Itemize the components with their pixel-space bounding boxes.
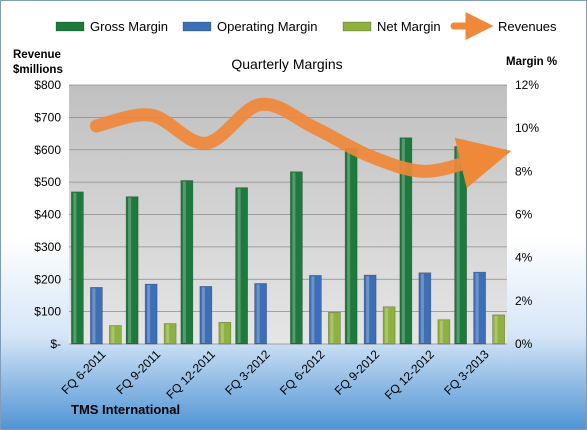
bar-operating-margin (473, 271, 486, 345)
bar-highlight (456, 147, 460, 343)
bar-highlight (73, 192, 77, 343)
right-axis-ticks: 0% 2% 4% 6% 8% 10% 12% (515, 78, 539, 351)
legend-label: Net Margin (377, 19, 441, 34)
bars (71, 137, 505, 345)
bar-highlight (256, 284, 260, 343)
right-tick-label: 4% (515, 251, 533, 265)
x-tick-label: FQ 12-2011 (163, 347, 218, 402)
left-tick-label: $800 (34, 78, 61, 92)
bar-net-margin (109, 325, 122, 345)
x-tick-label: FQ 9-2012 (332, 347, 383, 398)
left-tick-label: $200 (34, 272, 61, 286)
bar-highlight (182, 181, 186, 343)
bar-operating-margin (363, 274, 377, 345)
left-tick-label: $100 (34, 305, 61, 319)
bar-net-margin (218, 322, 232, 345)
legend-label: Operating Margin (217, 19, 317, 34)
right-tick-label: 6% (515, 208, 533, 222)
bar-highlight (366, 276, 370, 343)
bar-highlight (401, 138, 405, 343)
bar-highlight (166, 324, 170, 343)
bar-highlight (439, 320, 443, 343)
bar-operating-margin (90, 287, 103, 345)
x-tick-label: FQ 12-2012 (382, 347, 437, 402)
x-tick-label: FQ 9-2011 (113, 347, 163, 397)
revenue-line-path (89, 97, 512, 189)
company-label: TMS International (71, 402, 180, 417)
left-tick-label: $600 (34, 143, 61, 157)
bar-highlight (475, 273, 479, 343)
x-tick-label: FQ 3-2013 (441, 347, 492, 398)
bar-net-margin (492, 314, 505, 345)
bar-gross-margin (125, 196, 139, 345)
bar-gross-margin (290, 171, 303, 345)
legend: Gross Margin Operating Margin Net Margin Re… (55, 12, 557, 40)
bar-gross-margin (235, 187, 248, 345)
right-tick-label: 12% (515, 78, 539, 92)
chart-title: Quarterly Margins (231, 56, 342, 72)
bar-net-margin (382, 306, 396, 345)
bar-highlight (292, 172, 296, 343)
bar-highlight (237, 188, 241, 343)
bar-operating-margin (199, 286, 213, 345)
left-tick-label: $400 (34, 208, 61, 222)
bar-highlight (420, 273, 424, 343)
x-axis-ticks: FQ 6-2011 FQ 9-2011 FQ 12-2011 FQ 3-2012 FQ … (59, 347, 492, 402)
right-tick-label: 10% (515, 121, 539, 135)
bar-gross-margin (454, 146, 467, 345)
legend-swatch (182, 21, 212, 32)
bar-highlight (92, 288, 96, 343)
bar-highlight (311, 276, 315, 343)
bar-highlight (347, 149, 351, 343)
right-tick-label: 0% (515, 337, 533, 351)
left-tick-label: $300 (34, 240, 61, 254)
bar-gross-margin (399, 137, 413, 345)
bar-operating-margin (418, 272, 432, 345)
bar-highlight (220, 323, 224, 343)
bar-gross-margin (344, 147, 358, 345)
left-tick-label: $- (50, 337, 61, 351)
bar-highlight (330, 313, 334, 343)
bar-net-margin (328, 311, 341, 345)
x-tick-label: FQ 6-2012 (277, 347, 328, 398)
bar-net-margin (163, 323, 177, 345)
bar-operating-margin (309, 275, 322, 345)
x-tick-label: FQ 3-2012 (222, 347, 273, 398)
bar-highlight (147, 285, 151, 343)
bar-highlight (128, 197, 132, 343)
right-tick-label: 8% (515, 164, 533, 178)
bar-operating-margin (144, 283, 158, 345)
right-tick-label: 2% (515, 294, 533, 308)
left-axis-ticks: $- $100 $200 $300 $400 $500 $600 $700 $800 (34, 78, 61, 351)
legend-label: Revenues (498, 19, 557, 34)
legend-label: Gross Margin (90, 19, 168, 34)
bar-highlight (494, 315, 498, 343)
bar-gross-margin (71, 191, 84, 345)
legend-swatch (55, 21, 85, 32)
bar-operating-margin (254, 283, 267, 345)
bar-highlight (201, 287, 205, 343)
right-axis-title: Margin % (506, 56, 557, 68)
bar-gross-margin (180, 180, 194, 345)
bar-highlight (385, 307, 389, 343)
x-tick-label: FQ 6-2011 (59, 347, 109, 397)
bar-highlight (111, 326, 115, 343)
revenue-line (89, 97, 512, 189)
left-axis-title-line1: Revenue (13, 49, 61, 61)
left-tick-label: $500 (34, 175, 61, 189)
left-axis-title-line2: $millions (13, 64, 63, 76)
left-tick-label: $700 (34, 110, 61, 124)
legend-swatch (342, 21, 372, 32)
bar-net-margin (437, 319, 451, 345)
